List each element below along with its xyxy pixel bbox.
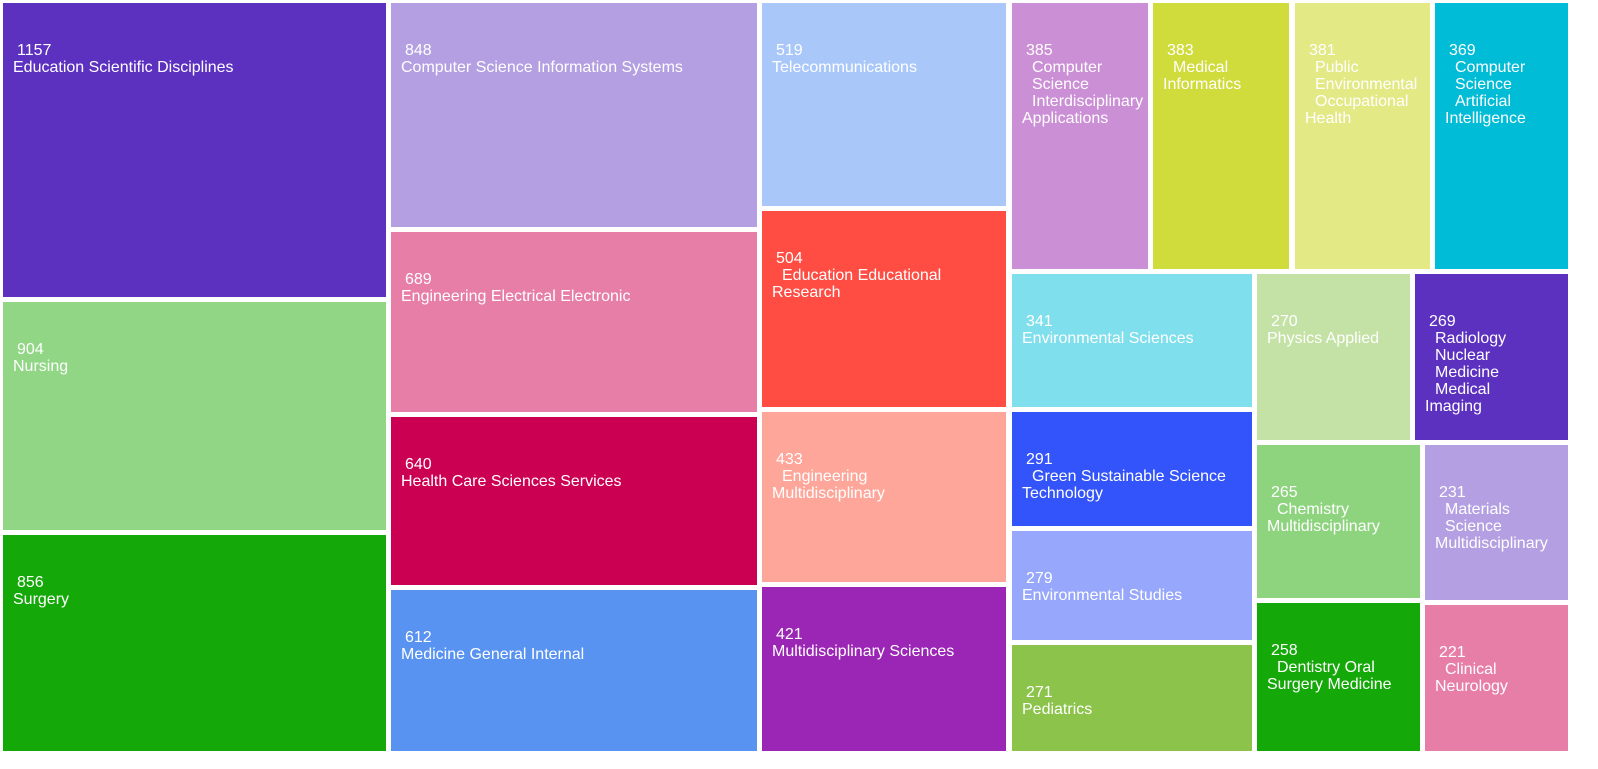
tile-label: Computer	[1455, 59, 1526, 76]
tile-value: 270	[1271, 313, 1298, 330]
tile-label: Neurology	[1435, 678, 1508, 695]
tile-value: 265	[1271, 484, 1298, 501]
treemap-tile[interactable]: 269 Radiology Nuclear Medicine Medical Imagin…	[1415, 274, 1568, 440]
tile-label: Science	[1445, 518, 1502, 535]
tile-label: Education Educational	[782, 267, 942, 284]
treemap-tile[interactable]: 381 Public Environmental Occupational Health	[1295, 3, 1430, 269]
tile-label: Informatics	[1163, 76, 1242, 93]
tile-label: Medicine General Internal	[401, 646, 585, 663]
treemap-tile[interactable]: 904 Nursing	[3, 302, 386, 530]
tile-label: Radiology	[1435, 330, 1507, 347]
tile-value: 383	[1167, 42, 1194, 59]
treemap-tile[interactable]: 519 Telecommunications	[762, 3, 1006, 206]
tile-value: 271	[1026, 684, 1053, 701]
tile-value: 504	[776, 250, 803, 267]
tile-label: Health	[1305, 110, 1352, 127]
tile-label: Environmental	[1315, 76, 1418, 93]
tile-value: 385	[1026, 42, 1053, 59]
tile-label: Multidisciplinary	[772, 485, 885, 502]
tile-label: Telecommunications	[772, 59, 917, 76]
tile-label: Medicine	[1435, 364, 1500, 381]
tile-value: 258	[1271, 642, 1298, 659]
tile-label: Multidisciplinary	[1267, 518, 1380, 535]
tile-label: Nursing	[13, 358, 69, 375]
tile-value: 856	[17, 574, 44, 591]
tile-value: 341	[1026, 313, 1053, 330]
tile-value: 291	[1026, 451, 1053, 468]
tile-value: 369	[1449, 42, 1476, 59]
tile-label: Pediatrics	[1022, 701, 1093, 718]
treemap-tile[interactable]: 270 Physics Applied	[1257, 274, 1410, 440]
tile-value: 848	[405, 42, 432, 59]
tile-value: 904	[17, 341, 44, 358]
treemap-tile[interactable]: 383 Medical Informatics	[1153, 3, 1289, 269]
treemap-tile[interactable]: 689 Engineering Electrical Electronic	[391, 232, 757, 412]
treemap-tile[interactable]: 341 Environmental Sciences	[1012, 274, 1252, 407]
tile-label: Technology	[1022, 485, 1103, 502]
tile-label: Research	[772, 284, 841, 301]
tile-label: Science	[1455, 76, 1512, 93]
tile-label: Public	[1315, 59, 1359, 76]
tile-value: 221	[1439, 644, 1466, 661]
tile-label: Interdisciplinary	[1032, 93, 1144, 110]
treemap-tile[interactable]: 231 Materials Science Multidisciplinary	[1425, 445, 1568, 600]
tile-label: Multidisciplinary Sciences	[772, 643, 955, 660]
tile-value: 381	[1309, 42, 1336, 59]
treemap-tile[interactable]: 856 Surgery	[3, 535, 386, 751]
treemap-tile[interactable]: 279 Environmental Studies	[1012, 531, 1252, 640]
tile-label: Education Scientific Disciplines	[13, 59, 234, 76]
treemap-tile[interactable]: 385 Computer Science Interdisciplinary Appli…	[1012, 3, 1148, 269]
tile-value: 231	[1439, 484, 1466, 501]
treemap-tile[interactable]: 504 Education Educational Research	[762, 211, 1006, 407]
treemap-tile[interactable]: 291 Green Sustainable Science Technology	[1012, 412, 1252, 526]
tile-label: Dentistry Oral	[1277, 659, 1375, 676]
tile-label: Nuclear	[1435, 347, 1491, 364]
treemap-tile[interactable]: 265 Chemistry Multidisciplinary	[1257, 445, 1420, 598]
treemap-tile[interactable]: 258 Dentistry Oral Surgery Medicine	[1257, 603, 1420, 751]
treemap-tile[interactable]: 271 Pediatrics	[1012, 645, 1252, 751]
tile-label: Physics Applied	[1267, 330, 1380, 347]
tile-label: Computer Science Information Systems	[401, 59, 683, 76]
tile-label: Artificial	[1455, 93, 1512, 110]
treemap-tile[interactable]: 221 Clinical Neurology	[1425, 605, 1568, 751]
tile-label: Intelligence	[1445, 110, 1526, 127]
tile-label: Materials	[1445, 501, 1510, 518]
tile-label: Engineering	[782, 468, 868, 485]
tile-label: Occupational	[1315, 93, 1409, 110]
treemap-tile[interactable]: 848 Computer Science Information Systems	[391, 3, 757, 227]
treemap-tile[interactable]: 612 Medicine General Internal	[391, 590, 757, 751]
treemap-tile[interactable]: 369 Computer Science Artificial Intelligence	[1435, 3, 1568, 269]
tile-value: 421	[776, 626, 803, 643]
tile-label: Health Care Sciences Services	[401, 473, 622, 490]
tile-label: Environmental Studies	[1022, 587, 1183, 604]
tile-label: Chemistry	[1277, 501, 1350, 518]
tile-label: Imaging	[1425, 398, 1482, 415]
tile-value: 433	[776, 451, 803, 468]
tile-label: Surgery	[13, 591, 70, 608]
tile-value: 689	[405, 271, 432, 288]
tile-value: 612	[405, 629, 432, 646]
tile-label: Environmental Sciences	[1022, 330, 1194, 347]
tile-label: Computer	[1032, 59, 1103, 76]
tile-value: 1157	[17, 42, 52, 59]
tile-label: Surgery Medicine	[1267, 676, 1392, 693]
tile-label: Medical	[1173, 59, 1229, 76]
tile-value: 519	[776, 42, 803, 59]
tile-value: 640	[405, 456, 432, 473]
tile-label: Applications	[1022, 110, 1109, 127]
tile-label: Engineering Electrical Electronic	[401, 288, 631, 305]
treemap-tile[interactable]: 433 Engineering Multidisciplinary	[762, 412, 1006, 582]
tile-value: 269	[1429, 313, 1456, 330]
tile-label: Science	[1032, 76, 1089, 93]
tile-label: Clinical	[1445, 661, 1497, 678]
treemap-tile[interactable]: 640 Health Care Sciences Services	[391, 417, 757, 585]
tile-value: 279	[1026, 570, 1053, 587]
tile-label: Multidisciplinary	[1435, 535, 1548, 552]
tile-label: Medical	[1435, 381, 1491, 398]
tile-label: Green Sustainable Science	[1032, 468, 1226, 485]
treemap-tile[interactable]: 421 Multidisciplinary Sciences	[762, 587, 1006, 751]
treemap-tile[interactable]: 1157 Education Scientific Disciplines	[3, 3, 386, 297]
